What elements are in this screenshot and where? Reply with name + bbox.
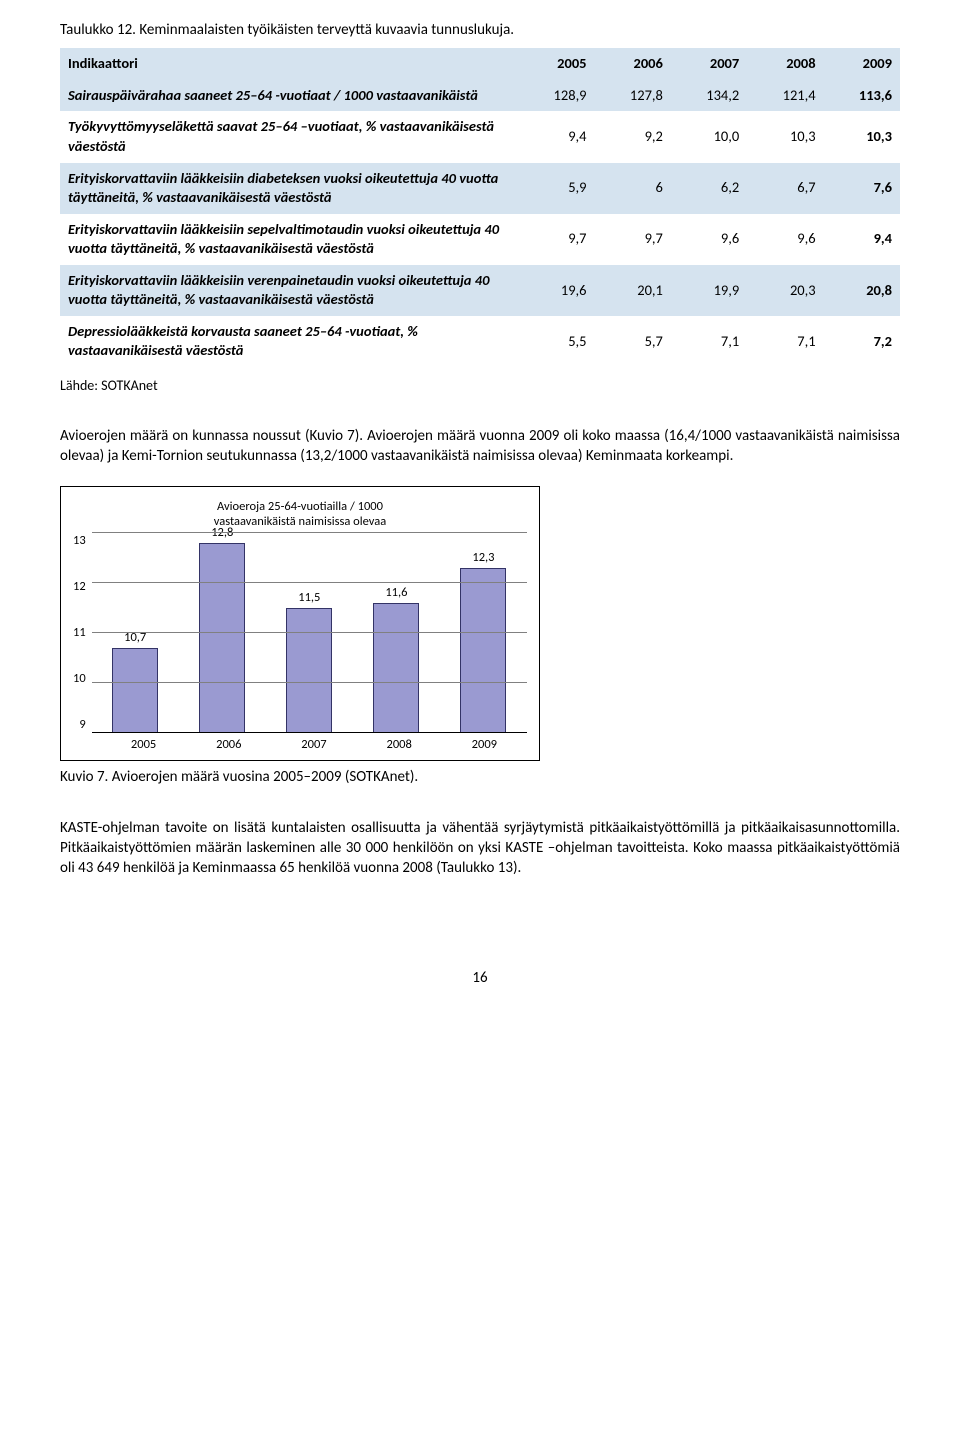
table-cell: 9,6 [671, 214, 747, 265]
chart-legend: Avioeroja 25-64-vuotiailla / 1000 vastaa… [73, 499, 527, 529]
table-cell: 6 [595, 163, 671, 214]
y-tick-label: 10 [73, 671, 86, 688]
bar-rect [112, 648, 158, 733]
table-cell: 5,7 [595, 316, 671, 367]
table-cell: 20,1 [595, 265, 671, 316]
chart-x-axis: 2005 2006 2007 2008 2009 [73, 737, 527, 754]
bar: 12,3 [453, 550, 513, 734]
table-cell: 127,8 [595, 80, 671, 112]
bar: 11,6 [366, 585, 426, 734]
chart-caption: Kuvio 7. Avioerojen määrä vuosina 2005–2… [60, 767, 900, 787]
col-indikaattori: Indikaattori [60, 48, 518, 80]
y-tick-label: 12 [73, 579, 86, 596]
col-year: 2006 [595, 48, 671, 80]
table-cell: 10,0 [671, 111, 747, 162]
x-tick-label: 2007 [284, 737, 344, 754]
chart-plot: 10,712,811,511,612,3 [92, 533, 527, 733]
table-cell: 134,2 [671, 80, 747, 112]
table-cell: 121,4 [747, 80, 823, 112]
col-year: 2005 [518, 48, 594, 80]
y-tick-label: 9 [79, 717, 85, 734]
bar-value-label: 11,5 [298, 590, 320, 607]
bar-rect [373, 603, 419, 733]
y-tick-label: 11 [73, 625, 86, 642]
table-cell: 9,4 [824, 214, 900, 265]
table-cell: 6,7 [747, 163, 823, 214]
table-cell: 9,7 [595, 214, 671, 265]
indicator-label: Erityiskorvattaviin lääkkeisiin verenpai… [60, 265, 518, 316]
y-tick-label: 13 [73, 533, 86, 550]
chart-baseline [92, 732, 527, 733]
table-cell: 9,2 [595, 111, 671, 162]
chart-container: Avioeroja 25-64-vuotiailla / 1000 vastaa… [60, 486, 540, 761]
bar-value-label: 11,6 [385, 585, 407, 602]
table-cell: 9,7 [518, 214, 594, 265]
paragraph-avioerot: Avioerojen määrä on kunnassa noussut (Ku… [60, 426, 900, 467]
table-cell: 113,6 [824, 80, 900, 112]
bar-rect [199, 543, 245, 733]
table-cell: 5,5 [518, 316, 594, 367]
table-row: Depressiolääkkeistä korvausta saaneet 25… [60, 316, 900, 367]
table-cell: 5,9 [518, 163, 594, 214]
chart-legend-line: Avioeroja 25-64-vuotiailla / 1000 [217, 499, 383, 514]
x-tick-label: 2009 [454, 737, 514, 754]
x-tick-label: 2008 [369, 737, 429, 754]
table-row: Sairauspäivärahaa saaneet 25–64 -vuotiaa… [60, 80, 900, 112]
chart-area: 131211109 10,712,811,511,612,3 [73, 533, 527, 733]
col-year: 2007 [671, 48, 747, 80]
table-cell: 7,6 [824, 163, 900, 214]
table-cell: 20,8 [824, 265, 900, 316]
indicator-label: Työkyvyttömyyseläkettä saavat 25–64 –vuo… [60, 111, 518, 162]
chart-gridline [92, 632, 527, 633]
table-cell: 9,4 [518, 111, 594, 162]
chart-y-axis: 13 12 11 10 9 [73, 533, 92, 733]
col-year: 2009 [824, 48, 900, 80]
x-tick-label: 2006 [199, 737, 259, 754]
bar-rect [460, 568, 506, 733]
table-cell: 19,6 [518, 265, 594, 316]
table-cell: 20,3 [747, 265, 823, 316]
table-row: Erityiskorvattaviin lääkkeisiin diabetek… [60, 163, 900, 214]
bar: 11,5 [279, 590, 339, 734]
table-cell: 9,6 [747, 214, 823, 265]
table-cell: 128,9 [518, 80, 594, 112]
table-row: Työkyvyttömyyseläkettä saavat 25–64 –vuo… [60, 111, 900, 162]
chart-gridline [92, 682, 527, 683]
table-cell: 10,3 [747, 111, 823, 162]
table-cell: 10,3 [824, 111, 900, 162]
indicator-label: Erityiskorvattaviin lääkkeisiin sepelval… [60, 214, 518, 265]
data-table: Indikaattori 2005 2006 2007 2008 2009 Sa… [60, 48, 900, 367]
bar: 12,8 [192, 525, 252, 734]
page-number: 16 [60, 968, 900, 988]
table-row: Erityiskorvattaviin lääkkeisiin sepelval… [60, 214, 900, 265]
table-row: Erityiskorvattaviin lääkkeisiin verenpai… [60, 265, 900, 316]
table-cell: 19,9 [671, 265, 747, 316]
indicator-label: Sairauspäivärahaa saaneet 25–64 -vuotiaa… [60, 80, 518, 112]
bar-rect [286, 608, 332, 733]
indicator-label: Erityiskorvattaviin lääkkeisiin diabetek… [60, 163, 518, 214]
table-cell: 7,1 [747, 316, 823, 367]
table-cell: 7,1 [671, 316, 747, 367]
table-cell: 6,2 [671, 163, 747, 214]
col-year: 2008 [747, 48, 823, 80]
bar-value-label: 12,3 [472, 550, 494, 567]
chart-gridline [92, 582, 527, 583]
x-tick-label: 2005 [114, 737, 174, 754]
chart-gridline [92, 532, 527, 533]
table-cell: 7,2 [824, 316, 900, 367]
chart-bars-group: 10,712,811,511,612,3 [92, 533, 527, 733]
table-title: Taulukko 12. Keminmaalaisten työikäisten… [60, 20, 900, 40]
table-source: Lähde: SOTKAnet [60, 377, 900, 396]
indicator-label: Depressiolääkkeistä korvausta saaneet 25… [60, 316, 518, 367]
paragraph-kaste: KASTE-ohjelman tavoite on lisätä kuntala… [60, 818, 900, 879]
table-header-row: Indikaattori 2005 2006 2007 2008 2009 [60, 48, 900, 80]
